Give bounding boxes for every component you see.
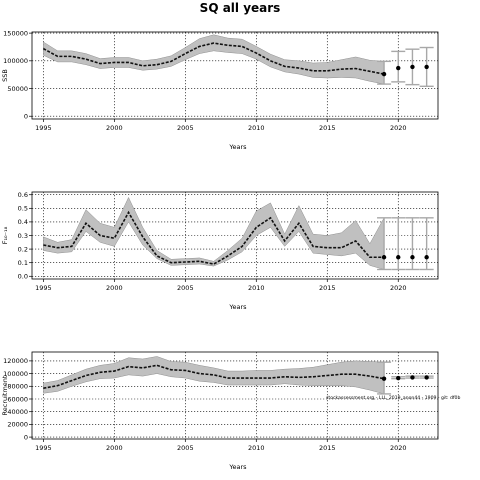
forecast-interval-2022 <box>419 217 434 271</box>
x-tick-label: 2010 <box>248 444 265 452</box>
y-tick-label: 50000 <box>7 85 28 93</box>
median-line <box>43 210 385 265</box>
x-tick-label: 2010 <box>248 284 265 292</box>
median-line <box>42 42 385 75</box>
forecast-interval-2020 <box>391 50 406 83</box>
y-tick-label: 120000 <box>3 357 28 365</box>
forecast-interval-2022 <box>419 46 434 88</box>
x-tick-label: 2000 <box>106 124 123 132</box>
forecast-point-2020 <box>396 255 401 260</box>
y-tick-label: 0.0 <box>18 273 28 281</box>
axes-frame <box>31 31 439 120</box>
forecast-point-2020 <box>396 65 401 71</box>
y-tick-label: 100000 <box>3 370 28 378</box>
x-tick-label: 1995 <box>35 124 52 132</box>
forecast-point-2019 <box>381 376 387 381</box>
x-axis-label: Years <box>228 463 247 471</box>
y-tick-label: 150000 <box>3 29 28 37</box>
chart-panels: 1995 2000 2005 2010 2015 2020 0 50000 100000 1500… <box>1 29 460 471</box>
y-tick-label: 40000 <box>7 408 28 416</box>
forecast-interval-2020 <box>391 217 406 271</box>
y-tick-label: 80000 <box>7 383 28 391</box>
forecast-point-2019 <box>381 71 387 77</box>
x-tick-label: 2000 <box>106 444 123 452</box>
x-tick-label: 2010 <box>248 124 265 132</box>
forecast-interval-2019 <box>377 217 392 271</box>
y-tick-label: 0.2 <box>18 245 28 253</box>
x-tick-label: 2000 <box>106 284 123 292</box>
forecast-interval-2021 <box>405 217 420 271</box>
x-tick-label: 2015 <box>319 124 336 132</box>
x-tick-label: 1995 <box>35 284 52 292</box>
forecast-point-2019 <box>381 255 387 260</box>
forecast-point-2021 <box>410 64 415 70</box>
x-tick-label: 2015 <box>319 284 336 292</box>
chart-panel-1: 1995 2000 2005 2010 2015 2020 0 50000 100000 1500… <box>1 29 439 151</box>
x-tick-label: 2005 <box>177 444 194 452</box>
y-tick-label: 0.1 <box>18 259 28 267</box>
y-tick-label: 60000 <box>7 395 28 403</box>
forecast-interval-2019 <box>377 60 392 85</box>
y-tick-label: 0.6 <box>18 191 28 199</box>
x-tick-label: 2020 <box>390 124 407 132</box>
median-line <box>43 364 385 389</box>
figure-title: SQ all years <box>200 1 281 15</box>
y-tick-label: 0 <box>24 113 28 121</box>
y-axis-label: Recruitment <box>1 375 9 415</box>
x-tick-label: 2005 <box>177 284 194 292</box>
y-tick-label: 0.5 <box>18 205 28 213</box>
x-axis-label: Years <box>228 303 247 311</box>
y-tick-label: 20000 <box>7 421 28 429</box>
forecast-interval-2019 <box>377 361 392 395</box>
forecast-interval-2020 <box>391 375 406 381</box>
axes-frame <box>31 351 439 440</box>
forecast-point-2021 <box>410 255 415 260</box>
x-tick-label: 2015 <box>319 444 336 452</box>
forecast-interval-2021 <box>405 48 420 86</box>
y-tick-label: 0.4 <box>18 218 28 226</box>
forecast-interval-2022 <box>419 375 434 380</box>
source-annotation: stockassessment.org - LLL_2019_anon44 - … <box>326 395 460 401</box>
forecast-point-2020 <box>396 375 401 381</box>
y-tick-label: 0 <box>24 433 28 441</box>
x-tick-label: 2005 <box>177 124 194 132</box>
x-axis-label: Years <box>228 143 247 151</box>
chart-panel-3: 1995 2000 2005 2010 2015 2020 0 20000 40000 60000… <box>1 351 460 471</box>
forecast-point-2022 <box>424 255 429 260</box>
forecast-point-2021 <box>410 375 415 380</box>
y-axis-label: SSB <box>1 69 9 82</box>
forecast-point-2022 <box>424 375 429 380</box>
confidence-band <box>43 34 385 85</box>
forecast-interval-2021 <box>405 375 420 380</box>
x-tick-label: 2020 <box>390 284 407 292</box>
forecast-point-2022 <box>424 64 429 70</box>
y-tick-label: 0.3 <box>18 232 28 240</box>
x-tick-label: 2020 <box>390 444 407 452</box>
chart-panel-2: 1995 2000 2005 2010 2015 2020 0.0 0.1 0.2 0.3 0.4 0… <box>1 191 439 311</box>
y-tick-label: 100000 <box>3 57 28 65</box>
y-axis-label: F₁₀₋₁₈ <box>1 226 9 244</box>
x-tick-label: 1995 <box>35 444 52 452</box>
